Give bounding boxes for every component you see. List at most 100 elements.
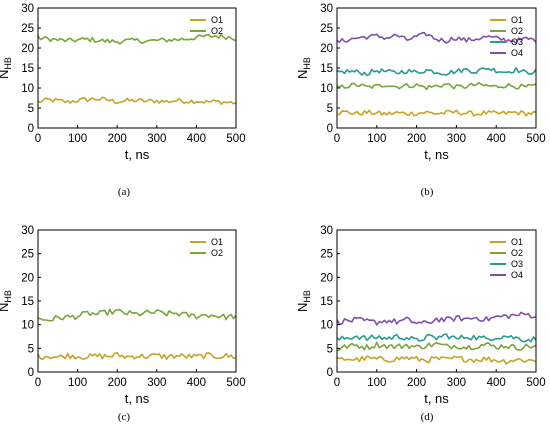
y-axis-label: NHB [0,57,13,79]
chart-panel-2: 0 100 200 300 400 500 0 5 10 15 20 25 30 t, ns NHB O1O2… [295,3,546,198]
x-tick-label: 300 [447,133,466,145]
legend-label-o1: O1 [211,237,223,247]
series-line-o1 [336,109,537,117]
y-tick-label: 25 [320,249,333,261]
x-tick-label: 100 [68,133,87,145]
y-tick-label: 5 [327,343,333,355]
y-tick-label: 20 [320,272,333,284]
y-tick-label: 20 [21,272,34,284]
plot-frame [37,229,237,373]
series-line-o2 [336,341,537,352]
series-line-o3 [336,66,537,77]
x-tick-label: 300 [447,377,466,389]
plot-frame [336,7,537,129]
y-tick-label: 5 [28,103,34,115]
x-axis-label: t, ns [424,391,449,406]
x-tick-label: 400 [487,377,506,389]
x-tick-label: 0 [35,377,41,389]
y-tick-label: 15 [21,63,34,75]
x-axis-label: t, ns [125,391,150,406]
y-axis-label-subscript: HB [3,290,13,303]
legend-label-o3: O3 [511,37,523,47]
y-axis-label-main: N [295,70,310,79]
y-tick-label: 25 [21,249,34,261]
y-tick-label: 15 [320,63,333,75]
x-tick-label: 500 [526,133,545,145]
y-axis-label: NHB [0,290,13,312]
y-axis-label-main: N [295,303,310,312]
x-tick-label: 0 [35,133,41,145]
legend-label-o3: O3 [511,259,523,269]
x-tick-label: 300 [147,133,166,145]
series-line-o2 [37,308,237,322]
x-tick-label: 200 [108,377,127,389]
y-tick-label: 15 [21,296,34,308]
y-tick-label: 0 [28,123,34,135]
y-tick-label: 30 [21,3,34,15]
x-tick-label: 400 [187,377,206,389]
legend-label-o4: O4 [511,48,523,58]
y-tick-label: 10 [21,320,34,332]
x-axis-label: t, ns [424,147,449,162]
series-line-o3 [336,333,537,343]
y-tick-label: 5 [327,103,333,115]
legend-label-o4: O4 [511,270,523,280]
y-axis-label-main: N [0,303,11,312]
series-line-o4 [336,311,537,326]
x-tick-label: 500 [226,377,245,389]
y-tick-label: 30 [21,225,34,237]
panel-label: (c) [118,411,131,423]
series-line-o2 [336,81,537,91]
x-tick-label: 0 [334,133,340,145]
y-axis-label-subscript: HB [302,290,312,303]
legend-label-o1: O1 [511,15,523,25]
x-tick-label: 200 [407,133,426,145]
plot-frame [336,229,537,373]
y-tick-label: 0 [327,123,333,135]
panel-label: (b) [421,186,434,198]
y-tick-label: 15 [320,296,333,308]
plot-frame [37,7,237,129]
y-tick-label: 25 [21,23,34,35]
x-tick-label: 0 [334,377,340,389]
y-axis-label: NHB [295,57,312,79]
y-tick-label: 10 [320,320,333,332]
y-axis-label-subscript: HB [3,57,13,70]
y-axis-label: NHB [295,290,312,312]
y-tick-label: 30 [320,3,333,15]
y-tick-label: 10 [320,83,333,95]
x-tick-label: 500 [226,133,245,145]
x-tick-label: 200 [407,377,426,389]
x-tick-label: 200 [108,133,127,145]
legend-label-o2: O2 [211,26,223,36]
y-tick-label: 20 [320,43,333,55]
y-tick-label: 5 [28,343,34,355]
panel-label: (a) [118,186,131,198]
legend-label-o2: O2 [211,248,223,258]
chart-panel-3: 0 100 200 300 400 500 0 5 10 15 20 25 30 t, ns NHB O1O2… [0,225,246,423]
series-line-o4 [336,31,537,44]
x-tick-label: 400 [187,133,206,145]
series-line-o2 [37,33,237,45]
x-axis-label: t, ns [125,147,150,162]
legend-label-o1: O1 [511,237,523,247]
x-tick-label: 100 [367,133,386,145]
y-tick-label: 0 [327,367,333,379]
y-tick-label: 30 [320,225,333,237]
x-tick-label: 100 [68,377,87,389]
y-tick-label: 20 [21,43,34,55]
chart-panel-1: 0 100 200 300 400 500 0 5 10 15 20 25 30 t, ns NHB O1O2… [0,3,246,198]
y-axis-label-main: N [0,70,11,79]
x-tick-label: 300 [147,377,166,389]
legend-label-o2: O2 [511,26,523,36]
series-line-o1 [37,96,237,106]
chart-panel-4: 0 100 200 300 400 500 0 5 10 15 20 25 30 t, ns NHB O1O2… [295,225,546,423]
y-axis-label-subscript: HB [302,57,312,70]
y-tick-label: 0 [28,367,34,379]
legend-label-o2: O2 [511,248,523,258]
y-tick-label: 10 [21,83,34,95]
panel-label: (d) [421,411,434,423]
y-tick-label: 25 [320,23,333,35]
x-tick-label: 500 [526,377,545,389]
